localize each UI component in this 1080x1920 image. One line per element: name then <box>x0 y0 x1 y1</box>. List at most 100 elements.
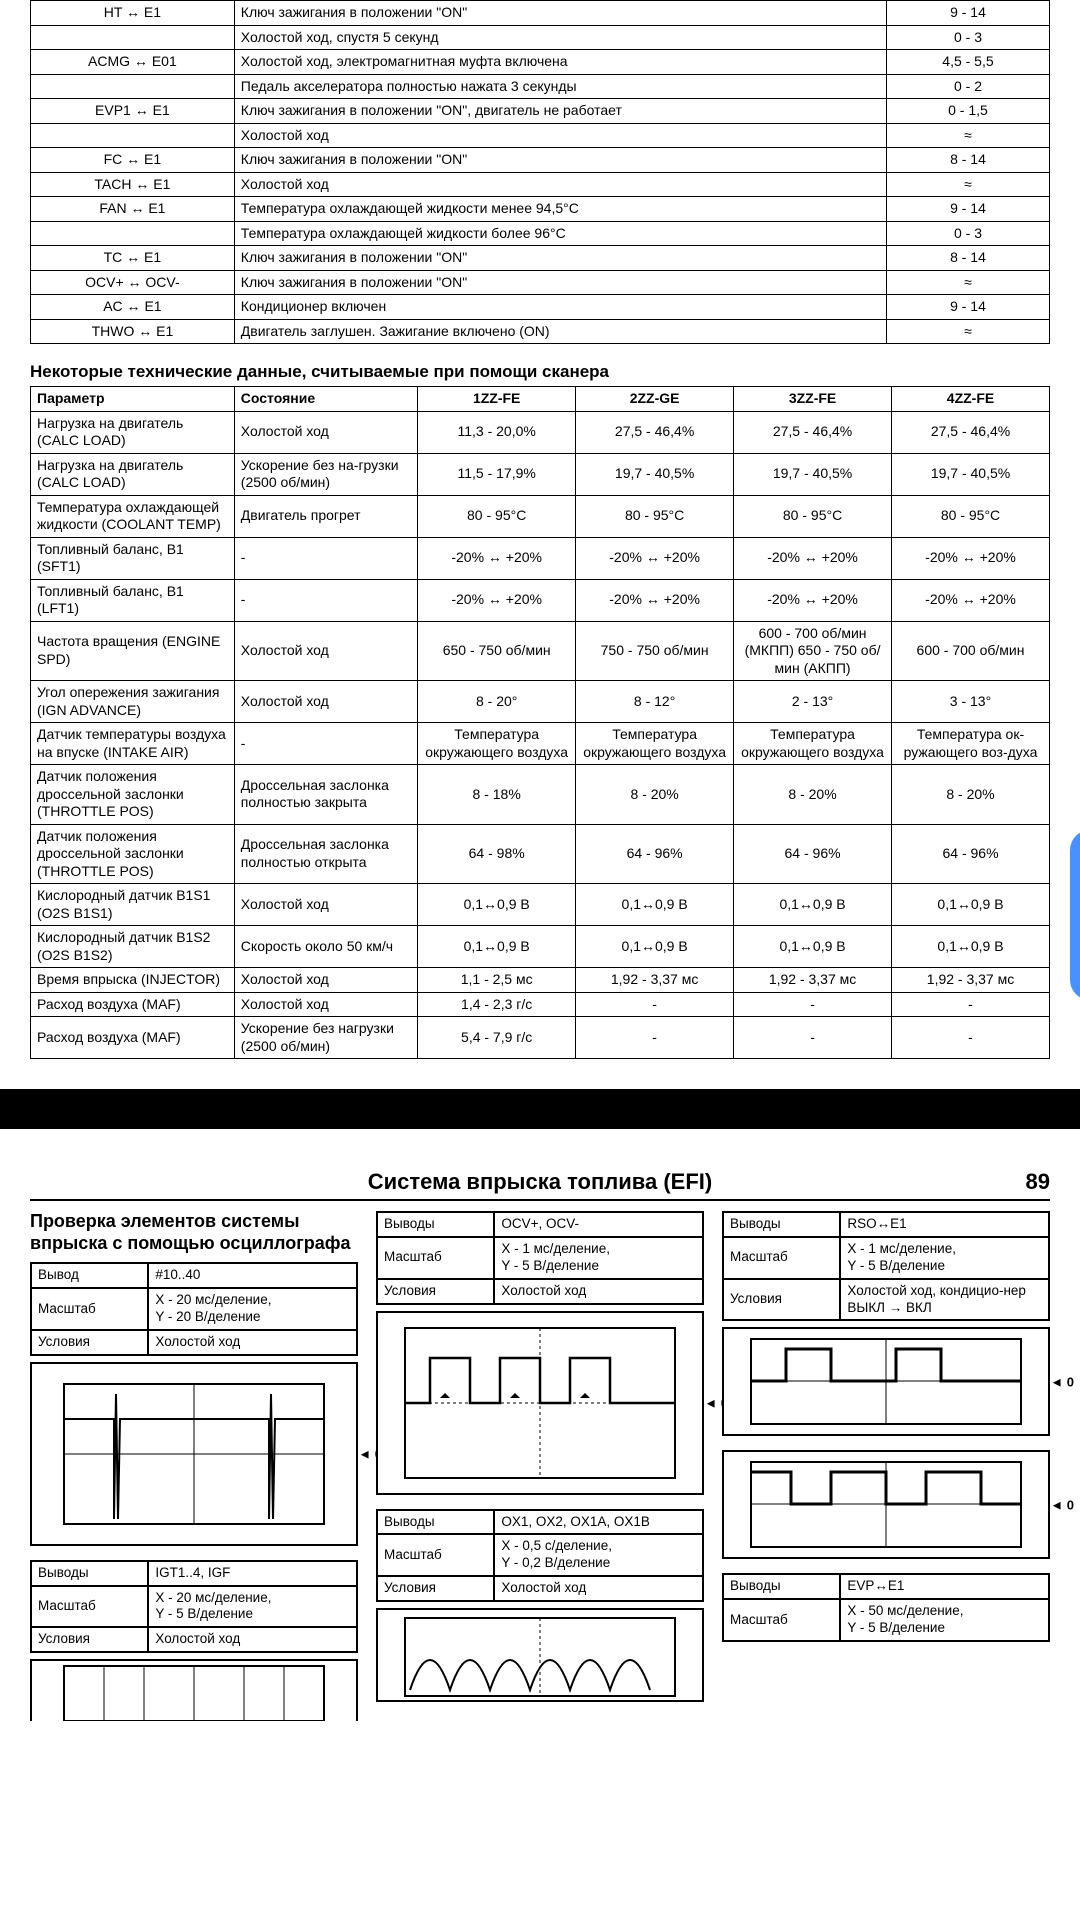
table-cell: -20% ↔ +20% <box>576 579 734 621</box>
table-cell: 4,5 - 5,5 <box>886 50 1049 75</box>
val: RSO↔E1 <box>840 1212 1049 1237</box>
val: OCV+, OCV- <box>494 1212 703 1237</box>
table-cell: Дроссельная заслонка полностью открыта <box>234 824 417 884</box>
table-cell: - <box>892 992 1050 1017</box>
table-cell: Ключ зажигания в положении "ON", двигате… <box>234 99 886 124</box>
table-cell: Температура ок-ружающего воз-духа <box>892 723 1050 765</box>
val: X - 20 мс/деление, Y - 5 В/деление <box>148 1586 357 1628</box>
table-cell: 5,4 - 7,9 г/с <box>418 1017 576 1059</box>
table-cell: 2 - 13° <box>734 681 892 723</box>
table-cell: 0,1↔0,9 В <box>576 926 734 968</box>
table-cell: Температура окружающего воздуха <box>576 723 734 765</box>
table-cell: -20% ↔ +20% <box>418 579 576 621</box>
page-tab-marker <box>1070 830 1080 1000</box>
table-cell: Холостой ход <box>234 992 417 1017</box>
table-cell: 8 - 20° <box>418 681 576 723</box>
label-cond: Условия <box>723 1279 840 1321</box>
table-cell: Расход воздуха (MAF) <box>31 992 235 1017</box>
val: IGT1..4, IGF <box>148 1561 357 1586</box>
table-cell: - <box>576 1017 734 1059</box>
label-pins: Выводы <box>377 1510 494 1535</box>
table-cell: Кислородный датчик B1S1 (O2S B1S1) <box>31 884 235 926</box>
val: Холостой ход <box>148 1330 357 1355</box>
table-cell: ≈ <box>886 319 1049 344</box>
table-cell: Холостой ход <box>234 621 417 681</box>
val: X - 50 мс/деление, Y - 5 В/деление <box>840 1599 1049 1641</box>
table-cell <box>31 25 235 50</box>
val: X - 1 мс/деление, Y - 5 В/деление <box>494 1237 703 1279</box>
table-cell: 64 - 98% <box>418 824 576 884</box>
scope-waveform-A: ◄ 0 <box>30 1362 358 1546</box>
terminals-table: HT ↔ E1Ключ зажигания в положении "ON"9 … <box>30 0 1050 344</box>
table-cell: ≈ <box>886 270 1049 295</box>
table-cell: 27,5 - 46,4% <box>734 411 892 453</box>
table-cell: 1,92 - 3,37 мс <box>734 968 892 993</box>
table-cell: 0,1↔0,9 В <box>576 884 734 926</box>
table-cell: Датчик температуры воздуха на впуске (IN… <box>31 723 235 765</box>
table-cell: 600 - 700 об/мин <box>892 621 1050 681</box>
table-cell: 80 - 95°C <box>892 495 1050 537</box>
table-cell: 8 - 12° <box>576 681 734 723</box>
table-cell: Двигатель заглушен. Зажигание включено (… <box>234 319 886 344</box>
table-cell: OCV+ ↔ OCV- <box>31 270 235 295</box>
table-cell: 8 - 20% <box>892 765 1050 825</box>
table-cell: Ускорение без на-грузки (2500 об/мин) <box>234 453 417 495</box>
val: X - 0,5 с/деление, Y - 0,2 В/деление <box>494 1534 703 1576</box>
table-cell: 80 - 95°C <box>734 495 892 537</box>
table-cell: 1,92 - 3,37 мс <box>892 968 1050 993</box>
table-cell: - <box>234 723 417 765</box>
scope-params-A: Вывод#10..40 МасштабX - 20 мс/деление, Y… <box>30 1262 358 1356</box>
scope-waveform-D <box>376 1608 704 1702</box>
table-cell: -20% ↔ +20% <box>734 579 892 621</box>
label-cond: Условия <box>31 1330 148 1355</box>
table-cell: 0 - 2 <box>886 74 1049 99</box>
table-cell: 0 - 3 <box>886 25 1049 50</box>
table-cell: Холостой ход <box>234 411 417 453</box>
table-cell: Нагрузка на двигатель (CALC LOAD) <box>31 453 235 495</box>
column-header: 1ZZ-FE <box>418 387 576 412</box>
table-cell: 9 - 14 <box>886 1 1049 26</box>
column-header: 4ZZ-FE <box>892 387 1050 412</box>
zero-marker: ◄ 0 <box>1050 1374 1074 1389</box>
label-cond: Условия <box>377 1576 494 1601</box>
table-cell: Холостой ход <box>234 968 417 993</box>
table-cell: Ключ зажигания в положении "ON" <box>234 1 886 26</box>
table-cell: Двигатель прогрет <box>234 495 417 537</box>
table-cell: 0,1↔0,9 В <box>892 926 1050 968</box>
table-cell: -20% ↔ +20% <box>892 579 1050 621</box>
scope-waveform-B <box>30 1659 358 1721</box>
table-cell: Топливный баланс, B1 (SFT1) <box>31 537 235 579</box>
table-cell: 0,1↔0,9 В <box>418 884 576 926</box>
table-cell: 750 - 750 об/мин <box>576 621 734 681</box>
table-cell: 11,5 - 17,9% <box>418 453 576 495</box>
table-cell: Температура окружающего воздуха <box>734 723 892 765</box>
table-cell: Педаль акселератора полностью нажата 3 с… <box>234 74 886 99</box>
label-cond: Условия <box>377 1279 494 1304</box>
table-cell: Ключ зажигания в положении "ON" <box>234 270 886 295</box>
scope-waveform-E1: ◄ 0 <box>722 1327 1050 1436</box>
oscilloscope-section-title: Проверка элементов системы впрыска с пом… <box>30 1211 358 1254</box>
table-cell: 0 - 1,5 <box>886 99 1049 124</box>
label-scale: Масштаб <box>31 1586 148 1628</box>
val: X - 1 мс/деление, Y - 5 В/деление <box>840 1237 1049 1279</box>
val: X - 20 мс/деление, Y - 20 В/деление <box>148 1288 357 1330</box>
table-cell: - <box>234 537 417 579</box>
label-scale: Масштаб <box>31 1288 148 1330</box>
table-cell <box>31 123 235 148</box>
table-cell: Холостой ход, спустя 5 секунд <box>234 25 886 50</box>
label-scale: Масштаб <box>723 1237 840 1279</box>
table-cell: Скорость около 50 км/ч <box>234 926 417 968</box>
table-cell: 1,4 - 2,3 г/с <box>418 992 576 1017</box>
page-divider-band <box>0 1089 1080 1129</box>
table-cell: Время впрыска (INJECTOR) <box>31 968 235 993</box>
label-scale: Масштаб <box>377 1534 494 1576</box>
table-cell: -20% ↔ +20% <box>734 537 892 579</box>
scope-params-D: ВыводыOX1, OX2, OX1A, OX1B МасштабX - 0,… <box>376 1509 704 1603</box>
label-scale: Масштаб <box>377 1237 494 1279</box>
label-scale: Масштаб <box>723 1599 840 1641</box>
table-cell: 650 - 750 об/мин <box>418 621 576 681</box>
val: EVP↔E1 <box>840 1574 1049 1599</box>
scope-waveform-C: ◄ 0 <box>376 1311 704 1495</box>
table-cell: 80 - 95°C <box>576 495 734 537</box>
table-cell: - <box>892 1017 1050 1059</box>
